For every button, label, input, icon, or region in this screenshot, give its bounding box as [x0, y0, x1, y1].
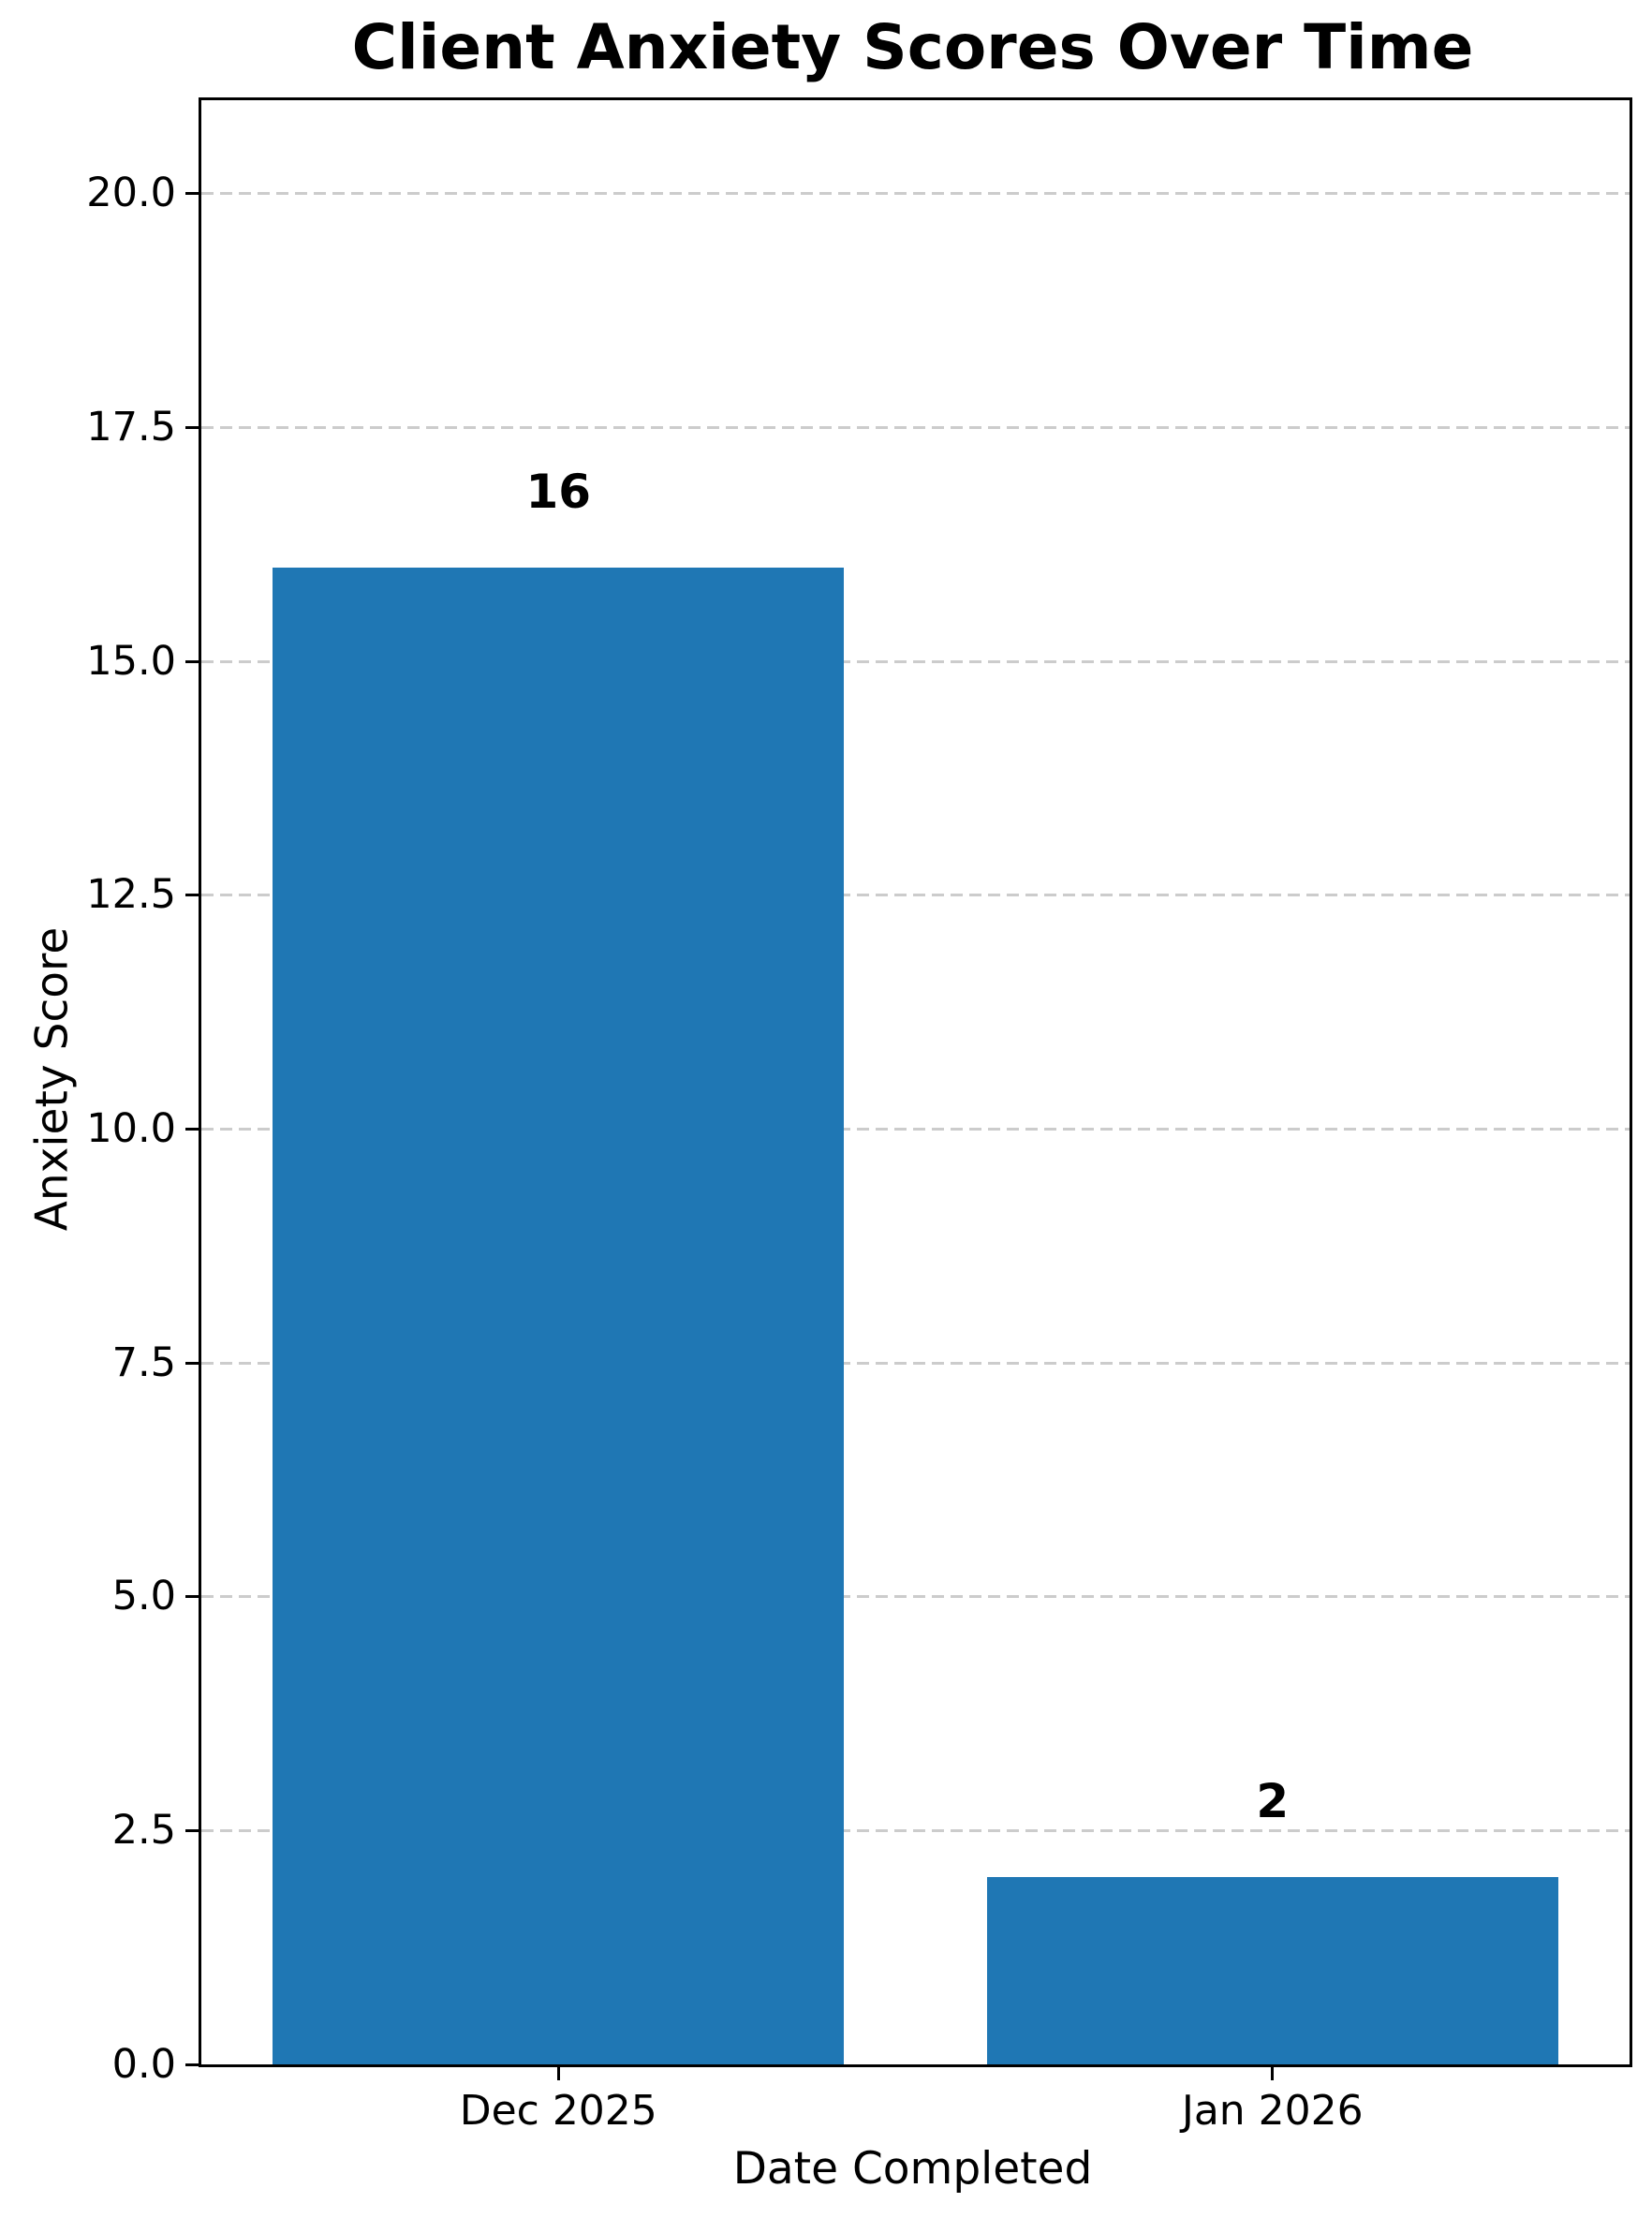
y-tick-label: 5.0	[111, 1573, 176, 1620]
y-tick-mark	[185, 426, 199, 429]
y-tick-label: 10.0	[86, 1104, 176, 1152]
y-tick-label: 7.5	[111, 1338, 176, 1386]
bar-jan-2026	[986, 1877, 1558, 2064]
x-tick-mark	[1271, 2067, 1275, 2080]
x-axis-label: Date Completed	[732, 2143, 1093, 2195]
y-tick-mark	[185, 2063, 199, 2066]
x-tick-label: Dec 2025	[459, 2087, 657, 2135]
y-tick-mark	[185, 1828, 199, 1832]
y-tick-mark	[185, 192, 199, 196]
y-tick-mark	[185, 659, 199, 663]
y-tick-label: 17.5	[86, 404, 176, 451]
x-tick-mark	[556, 2067, 560, 2080]
y-tick-label: 12.5	[86, 871, 176, 919]
bar-dec-2025	[273, 568, 845, 2064]
x-tick-label: Jan 2026	[1181, 2087, 1364, 2135]
grid-line	[201, 426, 1630, 429]
y-tick-mark	[185, 1127, 199, 1131]
y-tick-label: 0.0	[111, 2040, 176, 2088]
grid-line	[201, 192, 1630, 196]
y-tick-label: 15.0	[86, 637, 176, 685]
y-axis-label: Anxiety Score	[26, 926, 79, 1232]
chart-title: Client Anxiety Scores Over Time	[351, 11, 1474, 83]
y-tick-label: 20.0	[86, 170, 176, 217]
bar-value-label: 2	[1256, 1774, 1290, 1829]
y-tick-mark	[185, 1595, 199, 1599]
y-tick-label: 2.5	[111, 1806, 176, 1854]
y-tick-mark	[185, 1361, 199, 1365]
bar-value-label: 16	[525, 465, 592, 520]
plot-area: 16 2 0.0 2.5 5.0 7.5 10.0 12.5 15.0 17.5 20.0 Dec…	[86, 97, 1632, 2132]
y-tick-mark	[185, 894, 199, 897]
